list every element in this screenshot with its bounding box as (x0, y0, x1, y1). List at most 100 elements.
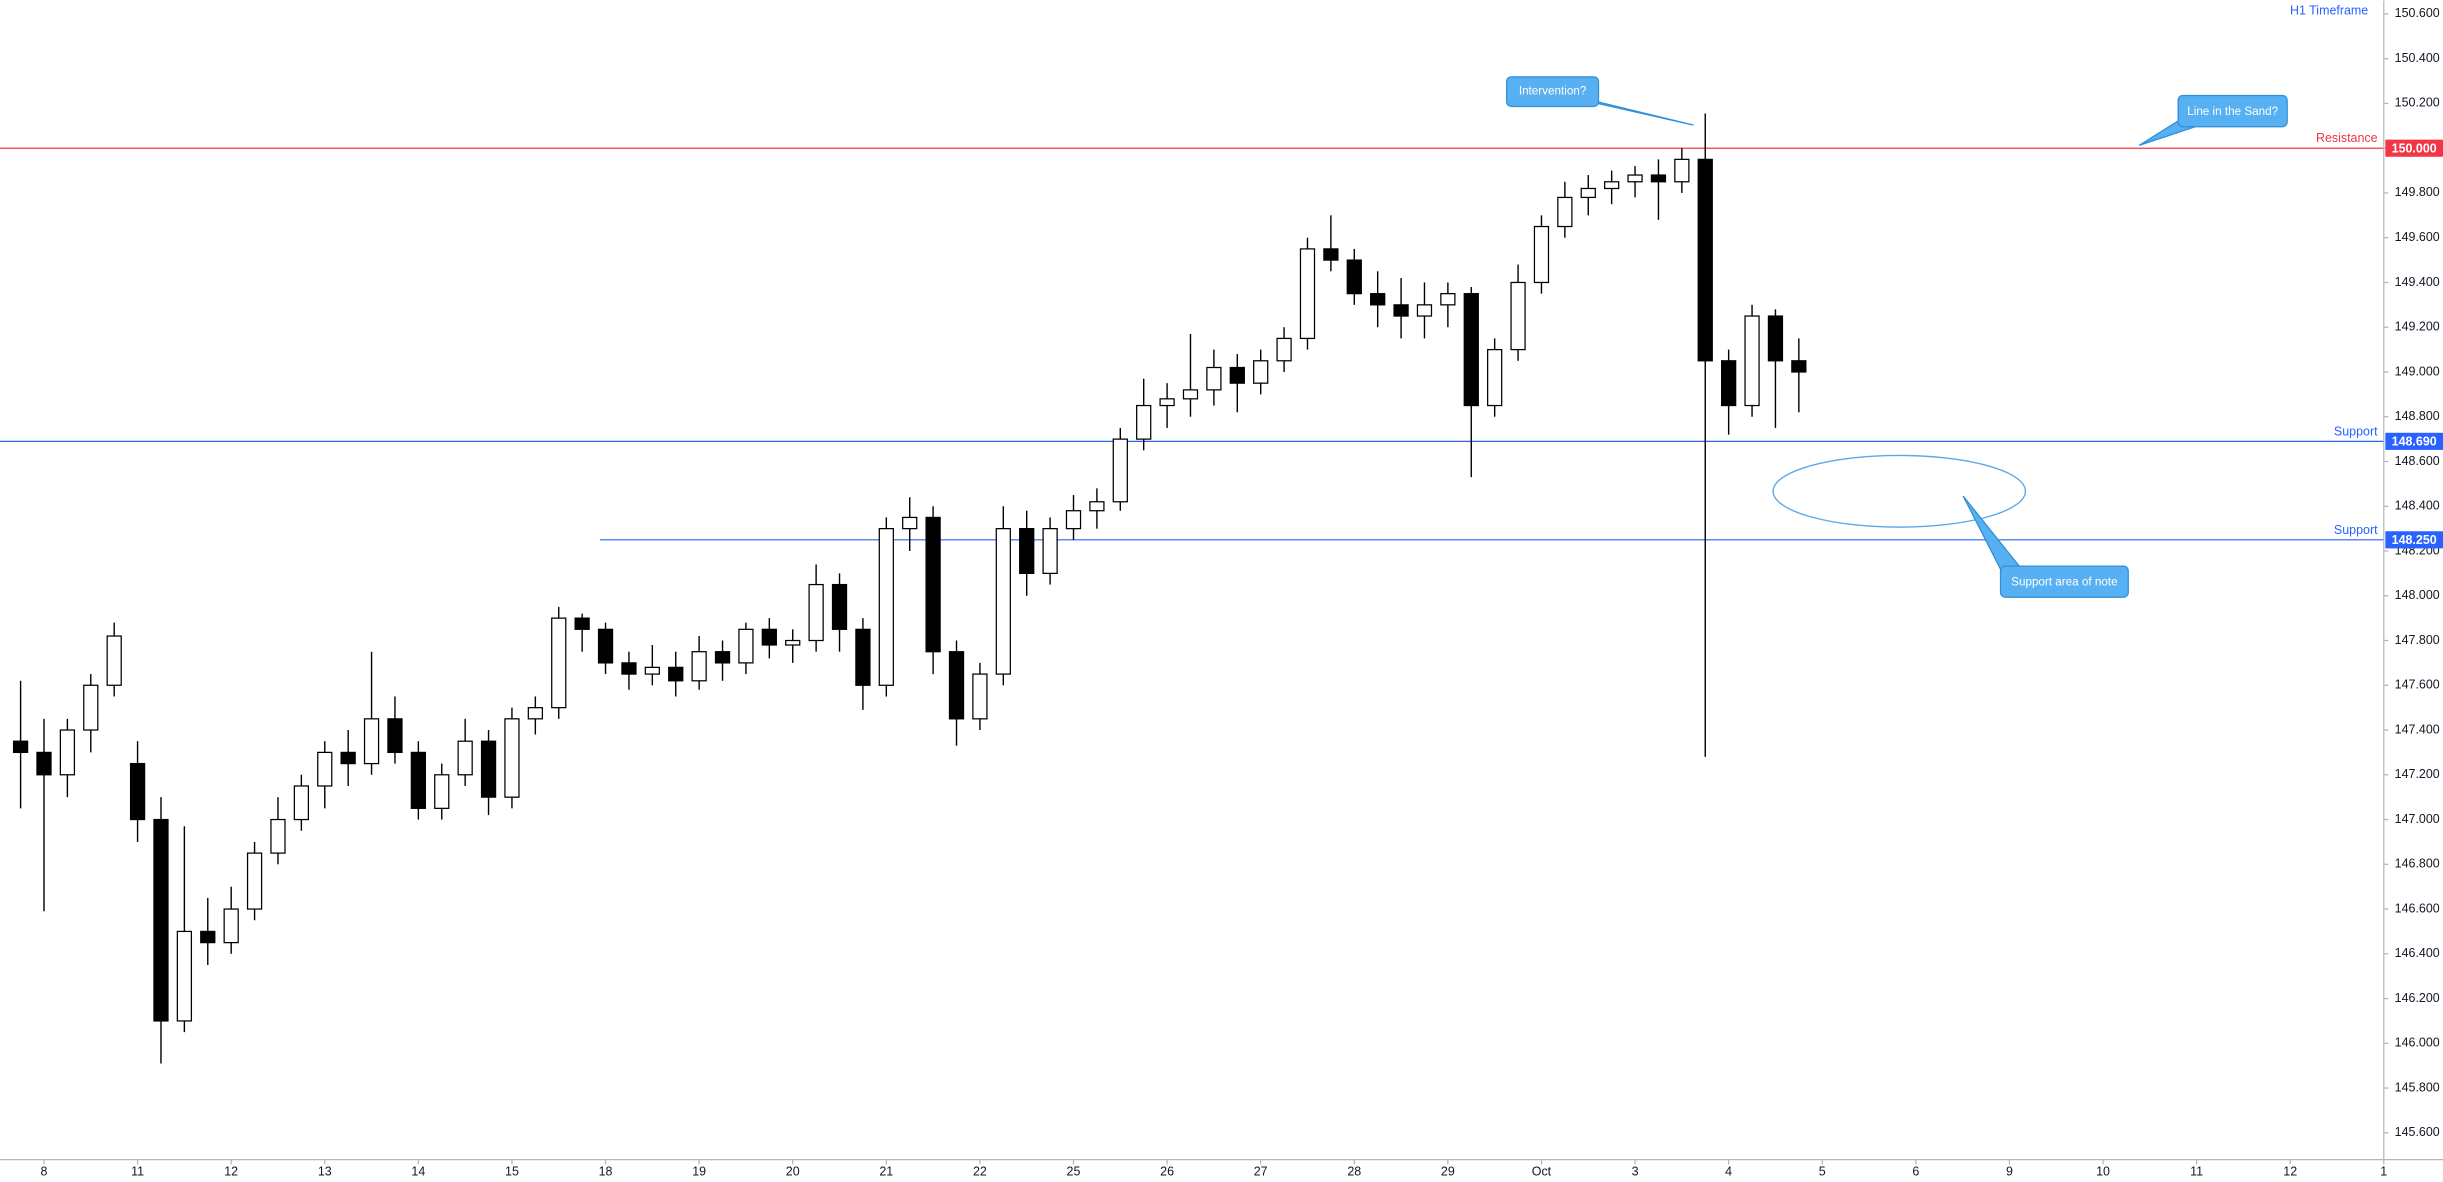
candle-body (457, 740, 473, 776)
y-tick-label: 147.800 (2395, 633, 2440, 647)
y-tick-label: 145.600 (2395, 1125, 2440, 1139)
candle-body (644, 666, 660, 675)
x-tick-label: Oct (1532, 1164, 1552, 1178)
candle-body (621, 662, 637, 675)
callout: Intervention? (1505, 76, 1694, 126)
candle-body (1650, 174, 1667, 183)
candle-body (1206, 366, 1222, 391)
candle-body (363, 718, 380, 765)
price-tag (2385, 531, 2443, 549)
candle-body (831, 583, 848, 630)
level-label: Support (2334, 523, 2378, 537)
y-tick-label: 146.200 (2395, 991, 2440, 1005)
candle-body (855, 628, 871, 686)
y-tick-label: 149.000 (2395, 364, 2440, 378)
candle-body (691, 651, 707, 682)
candle-body (1604, 181, 1620, 190)
x-tick-label: 1 (2380, 1164, 2387, 1178)
level-label: Support (2334, 424, 2378, 438)
x-tick-label: 10 (2096, 1164, 2110, 1178)
candle-body (176, 930, 193, 1022)
x-tick-label: 5 (1819, 1164, 1826, 1178)
callout: Line in the Sand? (2138, 94, 2288, 146)
x-tick-label: 13 (318, 1164, 332, 1178)
callout-text: Intervention? (1519, 85, 1587, 98)
candle-body (902, 516, 918, 530)
candle-body (925, 516, 941, 653)
candle-body (1393, 304, 1409, 317)
candle-body (1487, 348, 1503, 407)
candle-body (1346, 259, 1362, 295)
x-tick-label: 22 (973, 1164, 987, 1178)
y-tick-label: 150.600 (2395, 6, 2440, 20)
candle-body (434, 774, 450, 809)
callout-box (1505, 76, 1600, 108)
candle-body (551, 617, 567, 709)
x-tick-label: 28 (1347, 1164, 1361, 1178)
candle-body (410, 751, 426, 809)
x-tick-label: 14 (411, 1164, 425, 1178)
candle-body (1159, 398, 1175, 407)
y-tick-label: 147.400 (2395, 722, 2440, 736)
candle-body (317, 751, 333, 787)
y-tick-label: 146.800 (2395, 857, 2440, 871)
candle-body (293, 785, 310, 821)
candle-body (1019, 528, 1035, 575)
candle-body (1580, 187, 1596, 199)
candle-body (1182, 389, 1199, 400)
candle-body (714, 651, 731, 664)
candle-body (527, 707, 543, 720)
candle-body (387, 718, 403, 754)
x-tick-label: 9 (2006, 1164, 2013, 1178)
candle-body (504, 718, 520, 798)
candle-body (574, 617, 590, 630)
candle-body (1065, 510, 1082, 530)
price-tag-label: 150.000 (2392, 141, 2437, 155)
price-tag (2385, 432, 2443, 450)
candle-body (12, 740, 29, 754)
support-area-ellipse (1772, 454, 2027, 528)
y-tick-label: 148.600 (2395, 454, 2440, 468)
candle-body (972, 673, 988, 720)
candle-body (1767, 315, 1784, 362)
callout-text: Support area of note (2011, 576, 2117, 589)
callout-box (2177, 94, 2288, 128)
candle-body (223, 908, 239, 944)
candle-body (1674, 158, 1690, 183)
y-tick-label: 148.000 (2395, 588, 2440, 602)
x-tick-label: 29 (1441, 1164, 1455, 1178)
candle-body (1510, 281, 1526, 351)
candle-body (761, 628, 777, 646)
candle-body (270, 818, 286, 854)
y-tick-label: 148.400 (2395, 499, 2440, 513)
y-tick-label: 146.000 (2395, 1036, 2440, 1050)
candle-body (246, 852, 263, 910)
candle-body (1697, 158, 1713, 362)
candle-body (1323, 248, 1339, 261)
candle-body (878, 528, 894, 686)
x-tick-label: 27 (1254, 1164, 1268, 1178)
x-tick-label: 18 (599, 1164, 613, 1178)
x-tick-label: 26 (1160, 1164, 1174, 1178)
callout-box (1999, 565, 2129, 598)
price-tag (2385, 139, 2443, 157)
candle-body (1791, 360, 1807, 373)
x-tick-label: 15 (505, 1164, 519, 1178)
candle-body (1533, 225, 1550, 284)
price-tag-label: 148.250 (2392, 533, 2437, 547)
candle-body (200, 930, 216, 944)
candle-body (59, 729, 76, 776)
candle-body (785, 639, 801, 646)
price-tag-label: 148.690 (2392, 434, 2437, 448)
candle-body (1136, 404, 1152, 440)
candle-body (1299, 248, 1316, 340)
candle-body (995, 528, 1011, 675)
candle-body (1744, 315, 1760, 407)
candle-body (1112, 438, 1128, 503)
candle-body (1276, 337, 1292, 362)
candle-body (129, 762, 146, 821)
candle-body (83, 684, 99, 731)
candle-body (738, 628, 754, 664)
